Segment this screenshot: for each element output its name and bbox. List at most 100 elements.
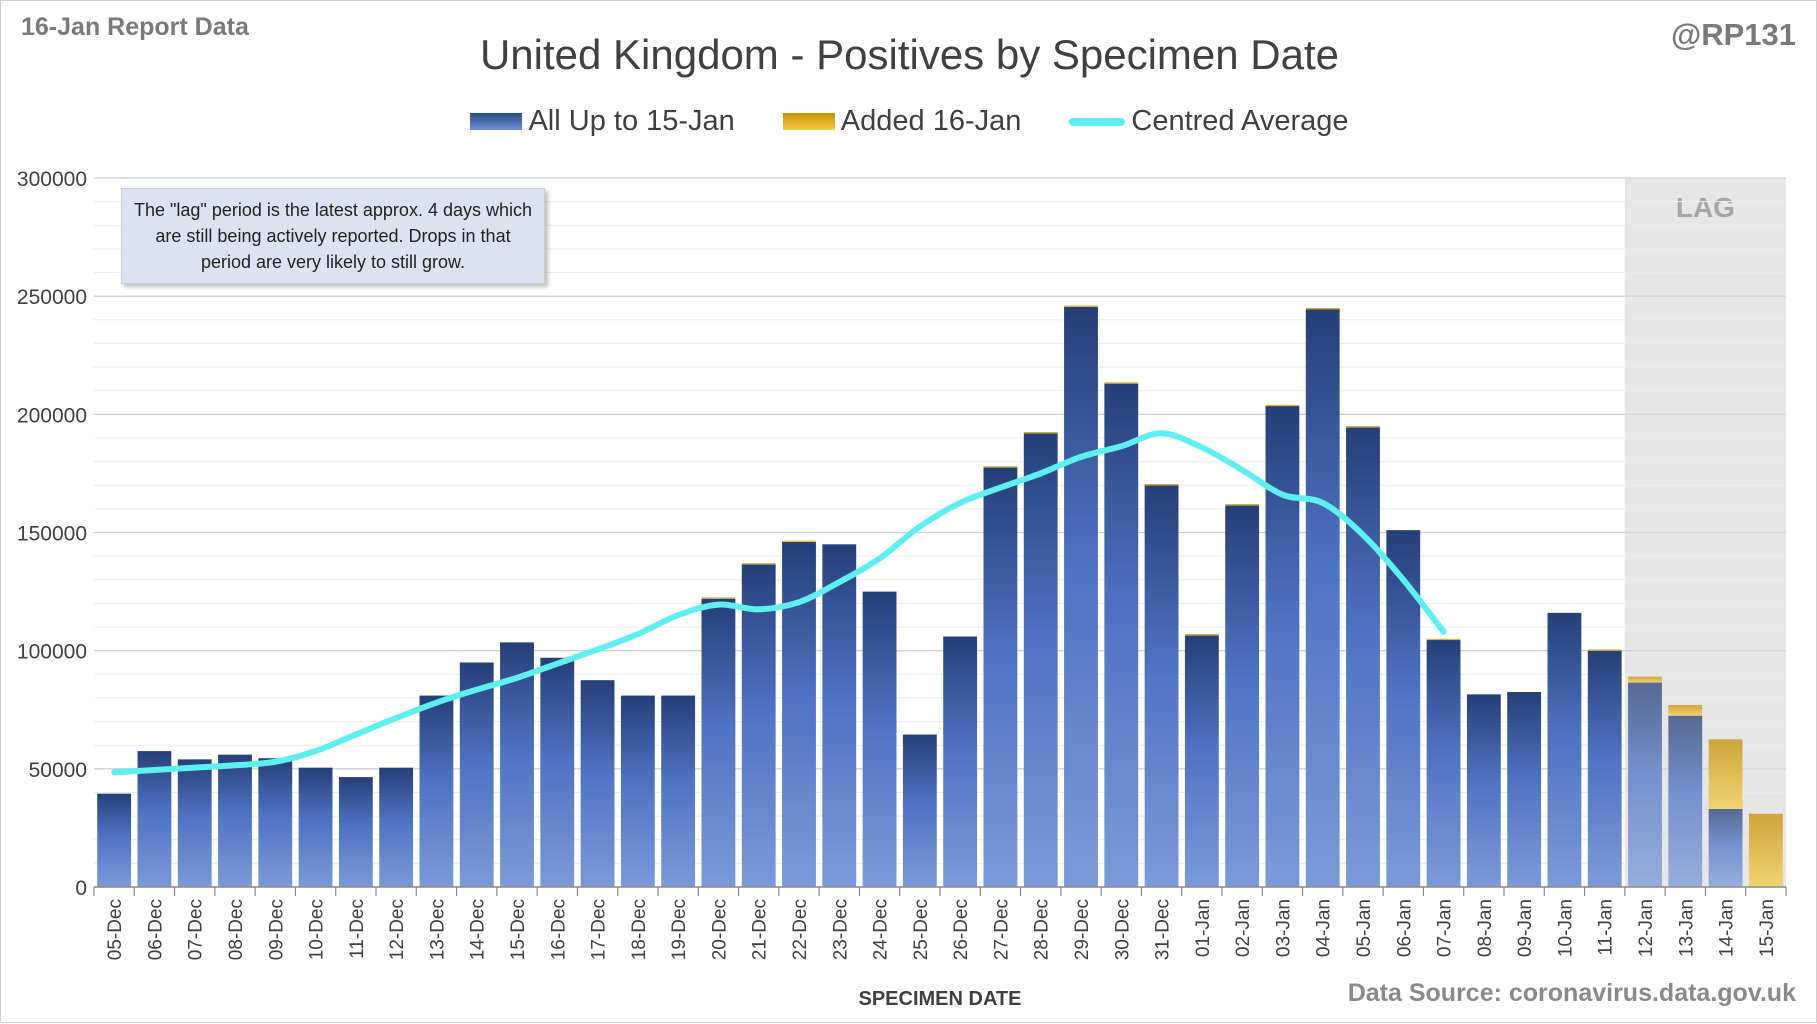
legend-label-all-up-to: All Up to 15-Jan bbox=[528, 105, 735, 137]
bar-added bbox=[1346, 426, 1380, 428]
bar-all-up-to bbox=[540, 657, 575, 887]
bar-all-up-to bbox=[298, 767, 333, 887]
bar-all-up-to bbox=[338, 777, 373, 887]
bar-all-up-to bbox=[1346, 427, 1380, 887]
x-tick-label: 08-Jan bbox=[1475, 899, 1496, 957]
bar-added bbox=[1708, 739, 1743, 810]
x-tick-label: 14-Dec bbox=[468, 899, 489, 960]
bar-added bbox=[1064, 305, 1098, 307]
x-tick-label: 06-Dec bbox=[145, 899, 166, 960]
bar-all-up-to bbox=[258, 758, 293, 887]
x-tick-label: 05-Jan bbox=[1354, 899, 1375, 957]
bar-added bbox=[741, 563, 776, 565]
legend-swatch-all-up-to bbox=[470, 113, 523, 130]
legend-label-added: Added 16-Jan bbox=[840, 105, 1022, 137]
x-tick-label: 02-Jan bbox=[1233, 899, 1254, 957]
bar-all-up-to bbox=[1144, 485, 1179, 887]
bar-all-up-to bbox=[620, 695, 655, 887]
bar-all-up-to bbox=[902, 734, 937, 887]
legend-item-centred-average: Centred Average bbox=[1069, 105, 1349, 138]
data-source: Data Source: coronavirus.data.gov.uk bbox=[1347, 979, 1796, 1007]
x-tick-label: 07-Dec bbox=[186, 899, 207, 960]
bar-added bbox=[1184, 634, 1219, 636]
bar-all-up-to bbox=[1507, 692, 1542, 887]
bar-all-up-to bbox=[862, 591, 897, 887]
author-handle: @RP131 bbox=[1670, 17, 1796, 52]
bar-added bbox=[1023, 432, 1058, 434]
legend-item-added: Added 16-Jan bbox=[782, 105, 1022, 138]
bar-all-up-to bbox=[701, 598, 736, 887]
x-tick-label: 14-Jan bbox=[1717, 899, 1738, 957]
bar-all-up-to bbox=[1225, 505, 1260, 887]
x-tick-label: 26-Dec bbox=[951, 899, 972, 960]
bar-all-up-to bbox=[983, 467, 1018, 887]
bar-added bbox=[983, 466, 1018, 468]
x-tick-label: 24-Dec bbox=[871, 899, 892, 960]
y-tick-label: 50000 bbox=[29, 759, 87, 782]
x-tick-label: 10-Jan bbox=[1555, 899, 1576, 957]
x-tick-label: 16-Dec bbox=[548, 899, 569, 960]
x-tick-label: 30-Dec bbox=[1112, 899, 1133, 960]
legend-swatch-centred-average bbox=[1069, 117, 1126, 126]
bar-all-up-to bbox=[379, 767, 414, 887]
y-tick-label: 0 bbox=[75, 877, 87, 900]
legend-item-all-up-to: All Up to 15-Jan bbox=[470, 105, 735, 138]
y-tick-label: 250000 bbox=[17, 286, 87, 309]
x-tick-label: 13-Jan bbox=[1676, 899, 1697, 957]
x-tick-label: 11-Jan bbox=[1596, 899, 1617, 956]
bar-added bbox=[1144, 484, 1179, 486]
x-tick-label: 04-Jan bbox=[1314, 899, 1335, 957]
bar-all-up-to bbox=[782, 541, 816, 887]
bar-all-up-to bbox=[661, 695, 696, 887]
bar-all-up-to bbox=[1184, 635, 1219, 887]
x-tick-label: 09-Jan bbox=[1515, 899, 1536, 957]
y-tick-label: 300000 bbox=[17, 168, 87, 191]
x-tick-label: 18-Dec bbox=[629, 899, 650, 960]
x-tick-label: 27-Dec bbox=[991, 899, 1012, 960]
x-tick-label: 08-Dec bbox=[226, 899, 247, 960]
bar-all-up-to bbox=[1104, 383, 1139, 887]
bar-added bbox=[1587, 649, 1622, 651]
bar-added bbox=[1668, 705, 1703, 716]
x-tick-label: 25-Dec bbox=[911, 899, 932, 960]
y-tick-label: 200000 bbox=[17, 404, 87, 427]
chart-legend: All Up to 15-Jan Added 16-Jan Centred Av… bbox=[1, 105, 1817, 138]
bar-added bbox=[701, 597, 736, 599]
bar-all-up-to bbox=[580, 680, 615, 887]
x-tick-label: 31-Dec bbox=[1153, 899, 1174, 960]
lag-overlay bbox=[1624, 238, 1786, 887]
lag-note: The "lag" period is the latest approx. 4… bbox=[121, 188, 545, 284]
x-tick-label: 05-Dec bbox=[105, 899, 126, 960]
bar-all-up-to bbox=[218, 754, 252, 887]
bar-added bbox=[1748, 813, 1783, 887]
bar-all-up-to bbox=[1064, 306, 1098, 888]
bar-added bbox=[1104, 382, 1139, 384]
bar-all-up-to bbox=[459, 662, 494, 887]
x-tick-label: 29-Dec bbox=[1072, 899, 1093, 960]
x-tick-label: 09-Dec bbox=[266, 899, 287, 960]
bar-all-up-to bbox=[1668, 715, 1703, 887]
y-tick-label: 150000 bbox=[17, 523, 87, 546]
bar-all-up-to bbox=[741, 564, 776, 887]
bar-all-up-to bbox=[1587, 650, 1622, 887]
report-date-label: 16-Jan Report Data bbox=[21, 13, 249, 41]
x-tick-label: 23-Dec bbox=[830, 899, 851, 960]
x-tick-label: 21-Dec bbox=[750, 899, 771, 960]
bar-all-up-to bbox=[419, 695, 454, 887]
x-tick-label: 01-Jan bbox=[1193, 899, 1214, 957]
bar-added bbox=[1628, 676, 1662, 683]
x-tick-label: 13-Dec bbox=[427, 899, 448, 960]
centred-average-line bbox=[111, 430, 1447, 776]
y-tick-label: 100000 bbox=[17, 641, 87, 664]
bar-all-up-to bbox=[1023, 433, 1058, 887]
bar-all-up-to bbox=[1547, 612, 1582, 887]
x-tick-label: 15-Dec bbox=[508, 899, 529, 960]
x-tick-label: 12-Jan bbox=[1636, 899, 1657, 957]
bar-added bbox=[782, 540, 816, 542]
bar-added bbox=[1225, 504, 1260, 506]
bar-added bbox=[1426, 638, 1461, 641]
legend-swatch-added bbox=[782, 113, 835, 130]
bar-all-up-to bbox=[1466, 694, 1501, 887]
bar-all-up-to bbox=[1628, 682, 1662, 887]
